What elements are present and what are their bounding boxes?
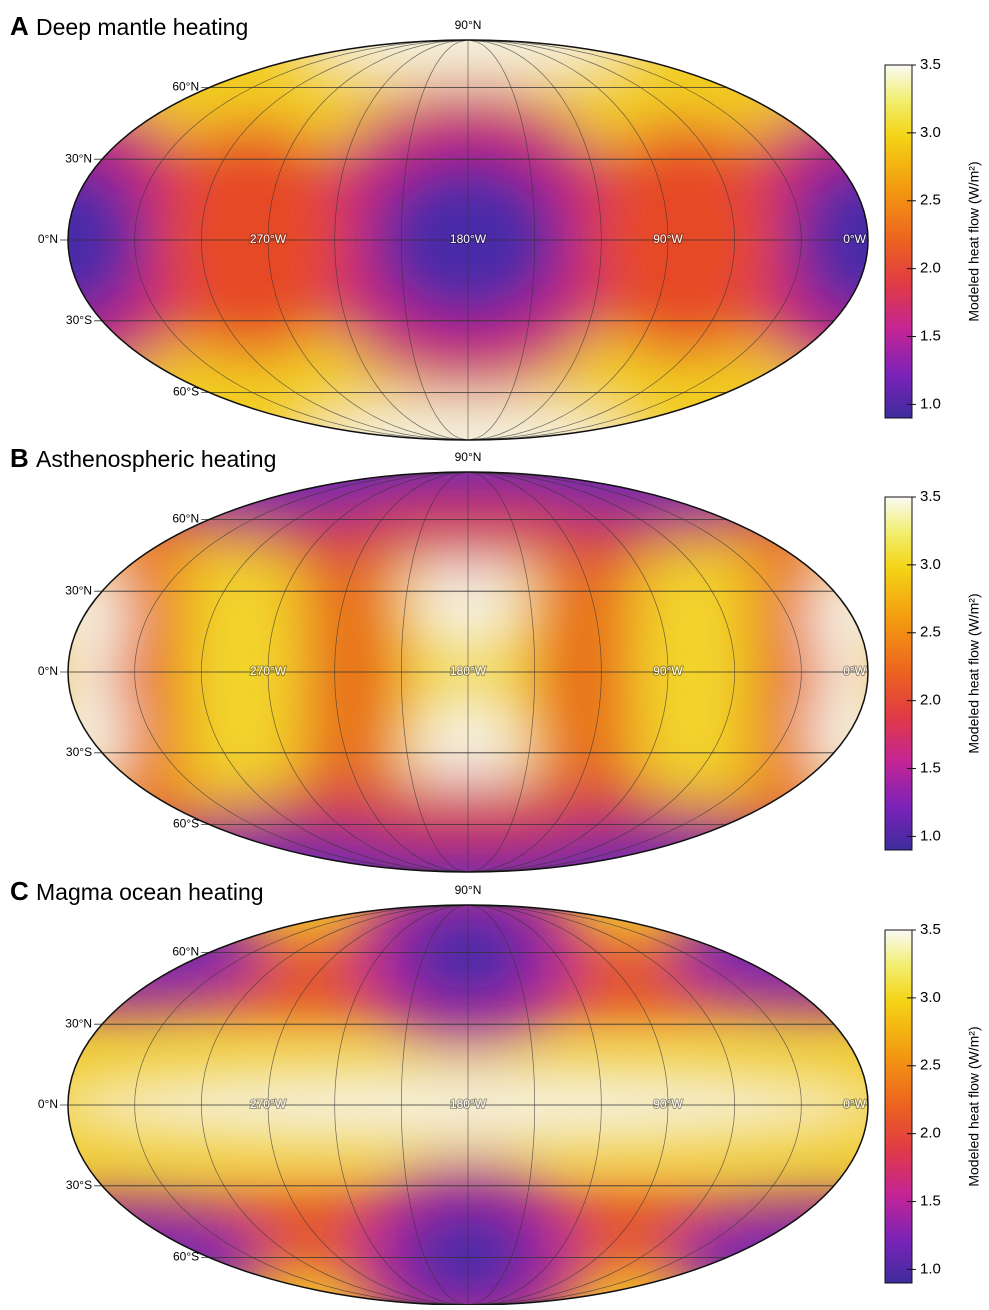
panel-letter: A <box>10 11 29 41</box>
lat-label: 60°S <box>173 817 199 831</box>
colorbar-tick-label: 3.0 <box>920 124 941 141</box>
panel: C Magma ocean heating 90°N 60°N 30°N 0°N 30°S 6… <box>0 860 982 1305</box>
lat-label: 0°N <box>38 664 58 678</box>
lat-label: 60°N <box>172 512 199 526</box>
colorbar-tick-label: 1.0 <box>920 395 941 412</box>
panel-title: Asthenospheric heating <box>36 446 276 472</box>
lon-label: 90°W <box>653 232 683 246</box>
colorbar-label: Modeled heat flow (W/m²) <box>966 161 982 321</box>
colorbar-tick-label: 3.5 <box>920 488 941 505</box>
lon-label: 0°W <box>843 232 866 246</box>
panel-letter: B <box>10 443 29 473</box>
panel-title: Deep mantle heating <box>36 14 248 40</box>
lon-label: 0°W <box>843 664 866 678</box>
colorbar-tick-label: 2.5 <box>920 192 941 209</box>
colorbar-tick-label: 3.5 <box>920 56 941 73</box>
lat-label: 60°N <box>172 945 199 959</box>
colorbar-tick-label: 1.5 <box>920 328 941 345</box>
colorbar <box>885 930 912 1283</box>
lon-label: 0°W <box>843 1097 866 1111</box>
colorbar-label: Modeled heat flow (W/m²) <box>966 1026 982 1186</box>
lon-label: 270°W <box>250 664 287 678</box>
lon-label: 90°W <box>653 664 683 678</box>
heat-map <box>0 860 948 1305</box>
lon-label: 90°W <box>653 1097 683 1111</box>
lat-label: 90°N <box>455 18 482 32</box>
colorbar-tick-label: 1.0 <box>920 1260 941 1277</box>
colorbar <box>885 65 912 418</box>
colorbar-tick-label: 3.0 <box>920 989 941 1006</box>
panel-title: Magma ocean heating <box>36 879 264 905</box>
colorbar-tick-label: 3.5 <box>920 921 941 938</box>
colorbar-tick-label: 1.5 <box>920 1193 941 1210</box>
lon-label: 180°W <box>450 664 487 678</box>
panel: B Asthenospheric heating 90°N 60°N 30°N 0°N 30… <box>10 382 982 962</box>
colorbar-tick-label: 2.5 <box>920 1057 941 1074</box>
lat-label: 60°S <box>173 385 199 399</box>
lat-label: 90°N <box>455 883 482 897</box>
lon-label: 180°W <box>450 232 487 246</box>
lon-label: 270°W <box>250 1097 287 1111</box>
lon-label: 270°W <box>250 232 287 246</box>
lat-label: 0°N <box>38 232 58 246</box>
lat-label: 60°S <box>173 1250 199 1264</box>
lat-label: 30°N <box>65 151 92 165</box>
colorbar <box>885 497 912 850</box>
lat-label: 30°N <box>65 1016 92 1030</box>
colorbar-tick-label: 3.0 <box>920 556 941 573</box>
colorbar-tick-label: 1.0 <box>920 827 941 844</box>
colorbar-tick-label: 2.0 <box>920 1125 941 1142</box>
lat-label: 60°N <box>172 80 199 94</box>
lat-label: 30°S <box>66 1178 92 1192</box>
colorbar-label: Modeled heat flow (W/m²) <box>966 593 982 753</box>
colorbar-tick-label: 2.0 <box>920 260 941 277</box>
lat-label: 30°S <box>66 745 92 759</box>
lat-label: 30°S <box>66 313 92 327</box>
lon-label: 180°W <box>450 1097 487 1111</box>
colorbar-tick-label: 1.5 <box>920 760 941 777</box>
figure: A Deep mantle heating 90°N 60°N 30°N 0°N 30°S 6… <box>0 0 989 1305</box>
colorbar-tick-label: 2.5 <box>920 624 941 641</box>
panel-letter: C <box>10 876 29 906</box>
lat-label: 30°N <box>65 583 92 597</box>
lat-label: 90°N <box>455 450 482 464</box>
lat-label: 0°N <box>38 1097 58 1111</box>
colorbar-tick-label: 2.0 <box>920 692 941 709</box>
